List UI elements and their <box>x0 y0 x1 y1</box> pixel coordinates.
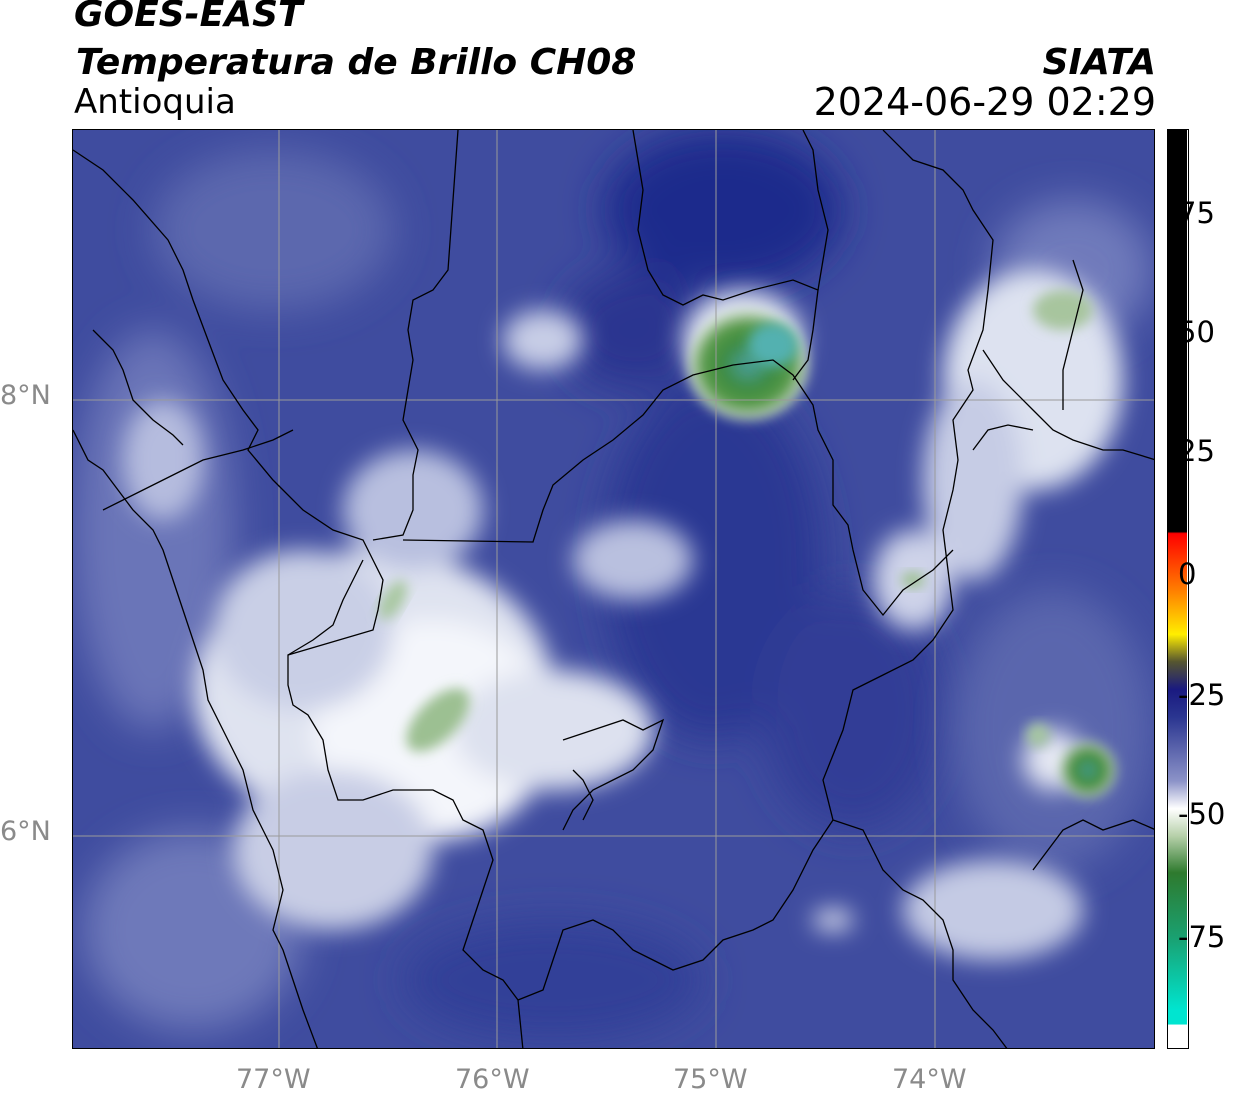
colorbar-tick: -75 <box>1178 920 1226 954</box>
region-label: Antioquia <box>74 82 236 122</box>
colorbar-tick: 50 <box>1178 315 1215 349</box>
lon-label-75w: 75°W <box>673 1064 748 1095</box>
dark-regions <box>403 130 943 1040</box>
lat-label-6n: 6°N <box>0 816 51 847</box>
satellite-map <box>73 130 1154 1048</box>
map-panel[interactable] <box>72 129 1155 1049</box>
colorbar-tick: -25 <box>1178 678 1226 712</box>
colorbar-gradient <box>1168 130 1187 1047</box>
colorbar-tick: 25 <box>1178 434 1215 468</box>
datetime-label: 2024-06-29 02:29 <box>813 80 1156 124</box>
admin-borders <box>73 130 1154 1048</box>
colorbar-tick: 0 <box>1178 557 1197 591</box>
cold-cores <box>379 290 1116 798</box>
lon-label-76w: 76°W <box>455 1064 530 1095</box>
lon-label-74w: 74°W <box>892 1064 967 1095</box>
graticule <box>73 130 1154 1048</box>
satellite-title: GOES-EAST <box>74 0 303 35</box>
source-label: SIATA <box>1042 42 1156 83</box>
colorbar-tick: 75 <box>1178 196 1215 230</box>
colorbar-tick: -50 <box>1178 797 1226 831</box>
product-title: Temperatura de Brillo CH08 <box>76 42 637 83</box>
lon-label-77w: 77°W <box>236 1064 311 1095</box>
lat-label-8n: 8°N <box>0 380 51 411</box>
colorbar <box>1167 129 1189 1049</box>
